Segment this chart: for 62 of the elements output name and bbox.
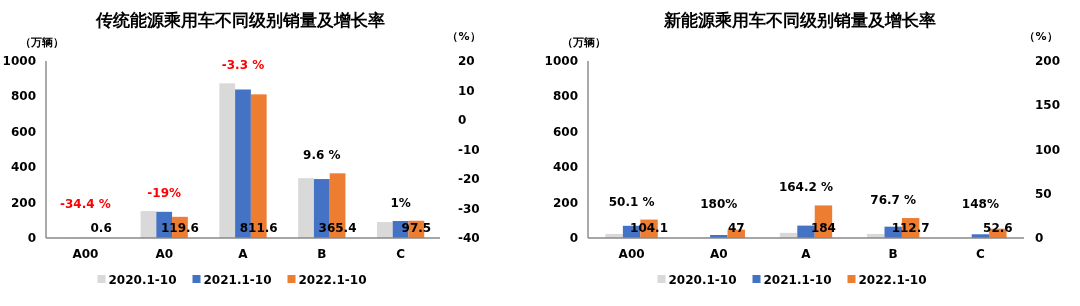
y-tick-label: 200 (10, 195, 36, 210)
annotation: 180% (700, 197, 738, 211)
y2-tick-label: 200 (1035, 54, 1061, 68)
data-label: 112.7 (891, 221, 930, 235)
y-tick-label: 600 (552, 124, 578, 139)
legend-label: 2021.1-10 (763, 273, 832, 287)
y-tick-label: 0 (569, 231, 578, 245)
legend-label: 2020.1-10 (668, 273, 737, 287)
y-tick-label: 800 (10, 89, 36, 104)
y2-tick-label: -30 (458, 201, 480, 216)
y-tick-label: 0 (27, 231, 36, 245)
chart-title: 新能源乘用车不同级别销量及增长率 (663, 10, 936, 30)
annotation: -3.3 % (221, 58, 265, 73)
y2-tick-label: 0 (1035, 231, 1044, 245)
data-label: 811.6 (239, 221, 278, 235)
x-tick-label: A (238, 247, 249, 261)
x-tick-label: B (888, 247, 898, 261)
y2-tick-label: 0 (458, 113, 467, 127)
y-axis-title: （万辆） (562, 36, 606, 49)
y-tick-label: 800 (552, 89, 578, 104)
annotation: -19% (147, 186, 182, 201)
annotation: -34.4 % (60, 197, 111, 211)
x-tick-label: A00 (618, 247, 645, 261)
y-tick-label: 1000 (544, 54, 578, 68)
y-tick-label: 600 (10, 124, 36, 139)
chart-title: 传统能源乘用车不同级别销量及增长率 (94, 10, 385, 30)
y-axis-title: （万辆） (20, 36, 64, 49)
x-tick-label: C (396, 247, 406, 261)
y2-tick-label: -10 (458, 142, 480, 157)
y-tick-label: 400 (10, 160, 36, 175)
x-tick-label: A0 (155, 247, 174, 261)
data-label: 104.1 (630, 221, 669, 235)
x-tick-label: A (801, 247, 812, 261)
y2-tick-label: 100 (1035, 142, 1061, 157)
legend-label: 2022.1-10 (298, 273, 367, 287)
annotation: 164.2 % (778, 180, 834, 195)
y2-tick-label: 20 (458, 54, 475, 68)
legend-label: 2020.1-10 (108, 273, 177, 287)
y2-tick-label: 50 (1035, 186, 1052, 201)
y-tick-label: 1000 (2, 54, 36, 68)
x-tick-label: C (975, 247, 985, 261)
annotation: 50.1 % (608, 194, 655, 209)
y-tick-label: 400 (552, 160, 578, 175)
annotation: 76.7 % (870, 193, 917, 208)
data-label: 365.4 (318, 221, 357, 235)
x-tick-label: A0 (709, 247, 728, 261)
y-tick-label: 200 (552, 195, 578, 210)
annotation: 9.6 % (303, 148, 341, 163)
y2-tick-label: 150 (1035, 98, 1061, 113)
data-label: 119.6 (160, 221, 199, 235)
y2-tick-label: -20 (458, 172, 480, 186)
annotation: 1% (390, 195, 411, 210)
data-label: 0.6 (90, 221, 112, 235)
legend-label: 2022.1-10 (858, 273, 927, 287)
x-tick-label: B (317, 247, 327, 261)
y2-axis-title: （%） (447, 30, 481, 43)
y2-tick-label: 10 (458, 83, 475, 98)
annotation: 148% (961, 197, 999, 211)
x-tick-label: A00 (72, 247, 99, 261)
y2-tick-label: -40 (458, 231, 480, 245)
legend-label: 2021.1-10 (203, 273, 272, 287)
y2-axis-title: （%） (1024, 30, 1058, 43)
